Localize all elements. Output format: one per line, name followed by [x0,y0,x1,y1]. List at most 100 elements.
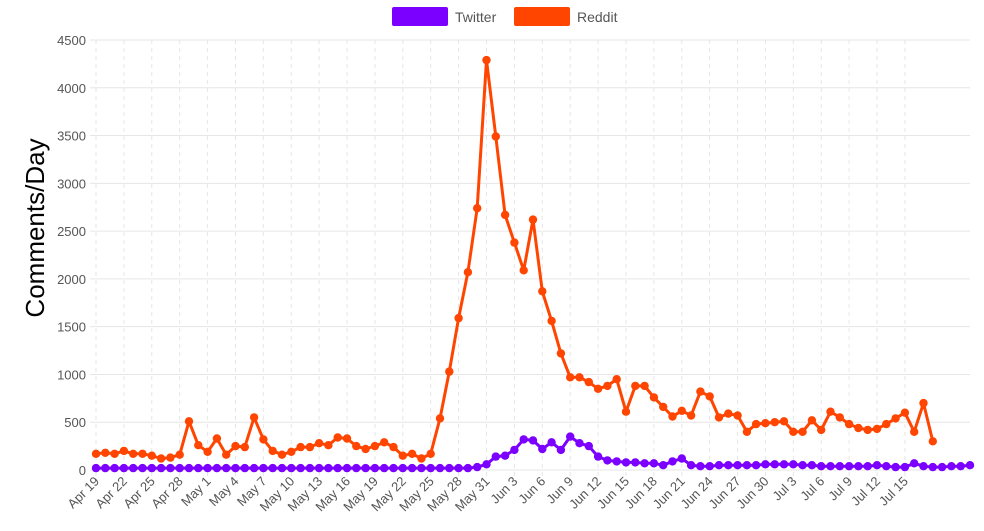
data-point-reddit-22[interactable] [296,442,305,452]
data-point-twitter-23[interactable] [305,463,315,473]
data-point-twitter-46[interactable] [519,435,528,444]
data-point-reddit-46[interactable] [519,266,528,275]
data-point-twitter-13[interactable] [212,463,222,473]
data-point-twitter-76[interactable] [798,461,807,470]
data-point-reddit-3[interactable] [119,446,129,456]
data-point-twitter-55[interactable] [603,456,612,465]
data-point-twitter-9[interactable] [175,463,184,473]
data-point-twitter-4[interactable] [129,463,138,473]
data-point-twitter-71[interactable] [751,461,761,470]
data-point-twitter-44[interactable] [500,451,510,460]
data-point-twitter-3[interactable] [119,463,129,473]
data-point-reddit-71[interactable] [751,419,761,429]
data-point-reddit-65[interactable] [696,387,705,396]
data-point-twitter-49[interactable] [547,438,556,447]
data-point-reddit-58[interactable] [631,381,640,391]
data-point-twitter-17[interactable] [249,463,259,473]
data-point-reddit-64[interactable] [686,411,696,420]
data-point-reddit-39[interactable] [454,313,463,323]
data-point-twitter-94[interactable] [965,461,975,470]
data-point-twitter-80[interactable] [835,462,844,471]
data-point-reddit-77[interactable] [807,416,817,425]
data-point-twitter-67[interactable] [714,461,724,470]
data-point-reddit-51[interactable] [566,373,575,382]
data-point-twitter-0[interactable] [91,463,101,473]
data-point-twitter-32[interactable] [389,463,398,473]
data-point-twitter-74[interactable] [779,460,789,469]
data-point-reddit-29[interactable] [361,444,370,454]
data-point-reddit-50[interactable] [556,349,566,358]
data-point-twitter-5[interactable] [138,463,147,473]
data-point-reddit-24[interactable] [314,439,324,448]
data-point-reddit-15[interactable] [231,441,240,451]
data-point-twitter-19[interactable] [268,463,277,473]
data-point-twitter-28[interactable] [352,463,361,473]
data-point-reddit-81[interactable] [844,419,854,429]
data-point-reddit-7[interactable] [156,454,166,463]
data-point-reddit-61[interactable] [659,402,668,412]
data-point-twitter-38[interactable] [445,463,454,473]
data-point-reddit-89[interactable] [919,398,928,408]
data-point-reddit-32[interactable] [389,442,398,452]
data-point-twitter-64[interactable] [686,461,696,470]
data-point-reddit-10[interactable] [184,417,194,426]
data-point-reddit-53[interactable] [584,377,593,387]
data-point-reddit-26[interactable] [333,433,342,442]
data-point-twitter-78[interactable] [817,462,826,471]
data-point-twitter-66[interactable] [705,462,714,471]
data-point-twitter-83[interactable] [863,462,872,471]
data-point-reddit-70[interactable] [742,427,752,436]
data-point-twitter-82[interactable] [854,462,863,471]
data-point-twitter-88[interactable] [910,459,919,468]
data-point-twitter-81[interactable] [844,462,854,471]
data-point-twitter-24[interactable] [314,463,324,473]
data-point-reddit-87[interactable] [900,408,910,417]
data-point-reddit-31[interactable] [380,438,389,447]
data-point-twitter-89[interactable] [919,462,928,471]
data-point-reddit-2[interactable] [110,449,119,458]
data-point-twitter-40[interactable] [463,463,473,473]
data-point-twitter-63[interactable] [677,454,686,463]
data-point-twitter-91[interactable] [937,462,947,472]
data-point-reddit-68[interactable] [724,409,733,418]
data-point-twitter-45[interactable] [510,445,519,455]
data-point-reddit-8[interactable] [166,453,175,462]
data-point-reddit-23[interactable] [305,442,315,452]
data-point-twitter-85[interactable] [882,462,891,471]
data-point-twitter-70[interactable] [742,461,752,470]
data-point-reddit-63[interactable] [677,406,686,415]
data-point-twitter-1[interactable] [101,463,110,473]
data-point-reddit-43[interactable] [491,132,500,141]
data-point-twitter-39[interactable] [454,463,463,473]
data-point-reddit-62[interactable] [668,412,677,421]
data-point-reddit-57[interactable] [621,407,631,416]
data-point-reddit-35[interactable] [417,454,426,463]
data-point-reddit-72[interactable] [761,419,770,428]
data-point-reddit-90[interactable] [928,437,937,446]
data-point-twitter-27[interactable] [342,463,352,473]
data-point-twitter-48[interactable] [538,444,547,454]
data-point-reddit-27[interactable] [342,434,352,443]
data-point-twitter-54[interactable] [593,452,603,461]
data-point-twitter-92[interactable] [947,462,956,471]
data-point-reddit-14[interactable] [222,450,231,459]
data-point-twitter-31[interactable] [380,463,389,473]
data-point-twitter-41[interactable] [473,462,482,472]
data-point-twitter-34[interactable] [407,463,417,473]
data-point-twitter-43[interactable] [491,452,500,461]
data-point-reddit-4[interactable] [129,449,138,458]
data-point-reddit-6[interactable] [147,451,156,460]
data-point-twitter-84[interactable] [872,461,882,470]
data-point-reddit-5[interactable] [138,449,147,458]
data-point-reddit-47[interactable] [528,215,538,224]
data-point-twitter-51[interactable] [566,432,575,441]
data-point-twitter-68[interactable] [724,461,733,470]
data-point-reddit-67[interactable] [714,413,724,422]
data-point-reddit-82[interactable] [854,423,863,433]
data-point-reddit-74[interactable] [779,417,789,426]
data-point-reddit-88[interactable] [910,427,919,436]
data-point-reddit-54[interactable] [593,384,603,393]
data-point-reddit-40[interactable] [463,268,473,277]
data-point-reddit-83[interactable] [863,425,872,435]
data-point-twitter-25[interactable] [324,463,333,473]
